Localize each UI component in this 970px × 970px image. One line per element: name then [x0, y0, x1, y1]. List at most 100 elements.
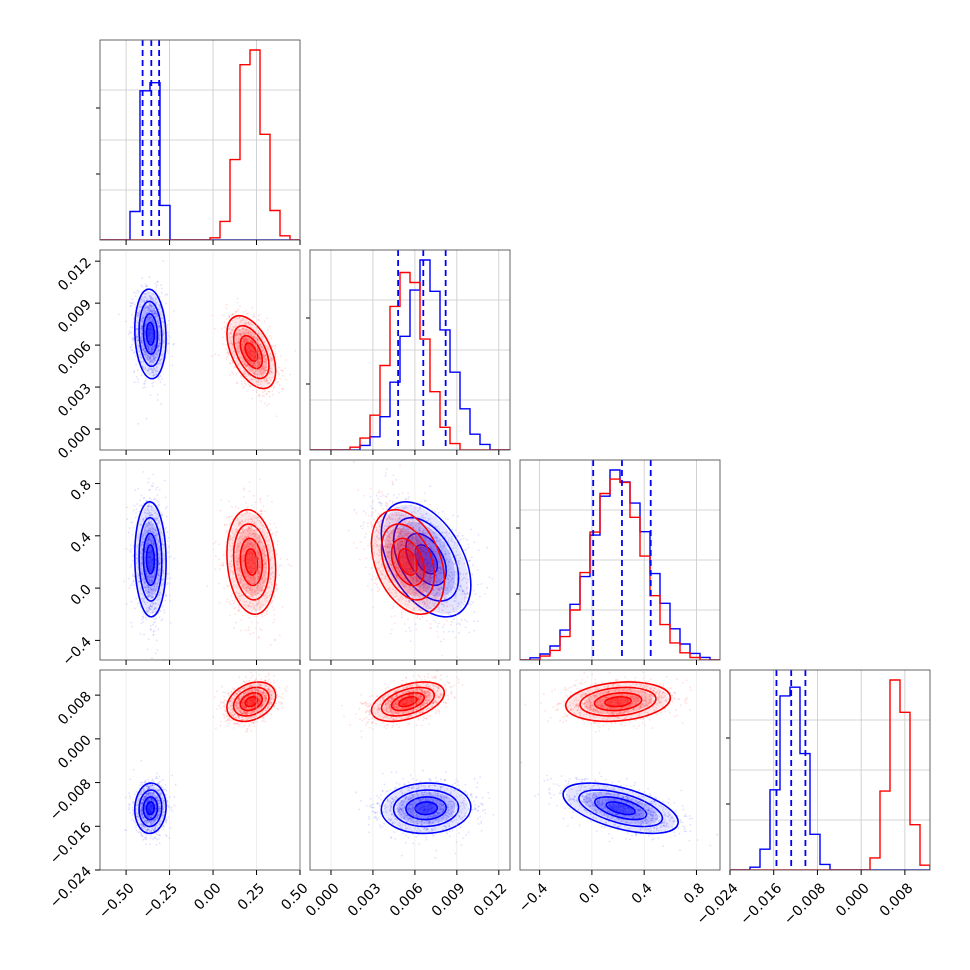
scatter-point	[151, 349, 153, 352]
scatter-point	[247, 383, 250, 386]
scatter-point	[152, 344, 155, 346]
scatter-point	[240, 335, 242, 338]
scatter-point	[149, 498, 152, 501]
scatter-point	[147, 560, 150, 562]
scatter-point	[147, 334, 150, 337]
scatter-point	[153, 356, 155, 359]
scatter-point	[144, 386, 146, 389]
scatter-point	[243, 340, 246, 343]
scatter-point	[147, 348, 149, 351]
scatter-point	[141, 339, 144, 341]
scatter-point	[226, 351, 229, 354]
scatter-point	[462, 538, 465, 540]
scatter-point	[273, 522, 276, 525]
scatter-point	[263, 341, 266, 344]
scatter-point	[148, 361, 151, 364]
scatter-point	[227, 351, 230, 354]
scatter-point	[134, 355, 137, 357]
scatter-point	[155, 559, 158, 562]
scatter-point	[157, 349, 160, 352]
scatter-point	[263, 373, 266, 375]
scatter-point	[280, 369, 283, 372]
scatter-point	[260, 345, 263, 348]
scatter-point	[162, 329, 165, 332]
scatter-point	[251, 342, 254, 344]
scatter-point	[143, 347, 146, 350]
scatter-point	[149, 530, 151, 532]
scatter-point	[158, 563, 161, 566]
scatter-point	[148, 332, 151, 335]
scatter-point	[262, 368, 265, 370]
scatter-point	[142, 316, 145, 319]
scatter-point	[244, 354, 247, 357]
scatter-point	[136, 369, 139, 371]
scatter-point	[130, 625, 133, 628]
scatter-point	[147, 512, 150, 515]
scatter-point	[237, 337, 240, 340]
scatter-point	[150, 628, 152, 631]
scatter-point	[155, 558, 158, 561]
scatter-point	[150, 316, 153, 319]
scatter-point	[144, 306, 147, 309]
scatter-point	[150, 348, 153, 351]
scatter-point	[142, 365, 144, 368]
scatter-point	[241, 344, 243, 347]
scatter-point	[140, 325, 143, 327]
scatter-point	[166, 323, 169, 326]
scatter-point	[140, 339, 143, 342]
scatter-point	[157, 596, 159, 598]
scatter-point	[138, 348, 140, 351]
scatter-point	[144, 331, 146, 334]
scatter-point	[262, 364, 264, 367]
scatter-point	[144, 603, 147, 606]
scatter-point	[232, 327, 235, 329]
scatter-point	[146, 306, 149, 308]
scatter-point	[155, 314, 158, 317]
scatter-point	[151, 346, 154, 349]
scatter-point	[147, 331, 150, 333]
scatter-point	[150, 505, 152, 508]
scatter-point	[273, 618, 276, 621]
scatter-point	[142, 348, 145, 351]
scatter-point	[260, 367, 263, 370]
scatter-point	[247, 351, 250, 353]
scatter-point	[234, 321, 237, 324]
scatter-point	[150, 348, 153, 351]
scatter-point	[173, 557, 176, 560]
scatter-point	[159, 338, 161, 341]
scatter-point	[251, 378, 253, 381]
scatter-point	[146, 612, 149, 614]
scatter-point	[140, 301, 143, 303]
scatter-point	[241, 332, 244, 335]
scatter-point	[159, 312, 162, 315]
scatter-point	[262, 353, 265, 356]
scatter-point	[147, 596, 150, 598]
scatter-point	[132, 321, 135, 324]
scatter-point	[138, 346, 141, 349]
scatter-point	[244, 356, 247, 358]
scatter-point	[155, 565, 157, 568]
scatter-point	[156, 354, 159, 357]
scatter-point	[228, 337, 231, 339]
scatter-point	[144, 551, 147, 554]
scatter-point	[245, 337, 248, 340]
scatter-point	[146, 306, 148, 309]
scatter-point	[146, 298, 149, 301]
scatter-point	[270, 357, 272, 360]
scatter-point	[147, 310, 150, 313]
scatter-point	[249, 352, 252, 355]
scatter-point	[214, 555, 217, 558]
scatter-point	[142, 348, 145, 351]
scatter-point	[151, 385, 154, 387]
scatter-point	[148, 562, 150, 565]
scatter-point	[151, 540, 154, 543]
scatter-point	[141, 573, 144, 576]
scatter-point	[217, 354, 220, 356]
scatter-point	[275, 377, 278, 380]
scatter-point	[151, 310, 154, 313]
scatter-point	[231, 505, 233, 508]
scatter-point	[134, 516, 137, 519]
scatter-point	[143, 351, 146, 354]
scatter-point	[274, 534, 277, 536]
scatter-point	[252, 378, 254, 381]
